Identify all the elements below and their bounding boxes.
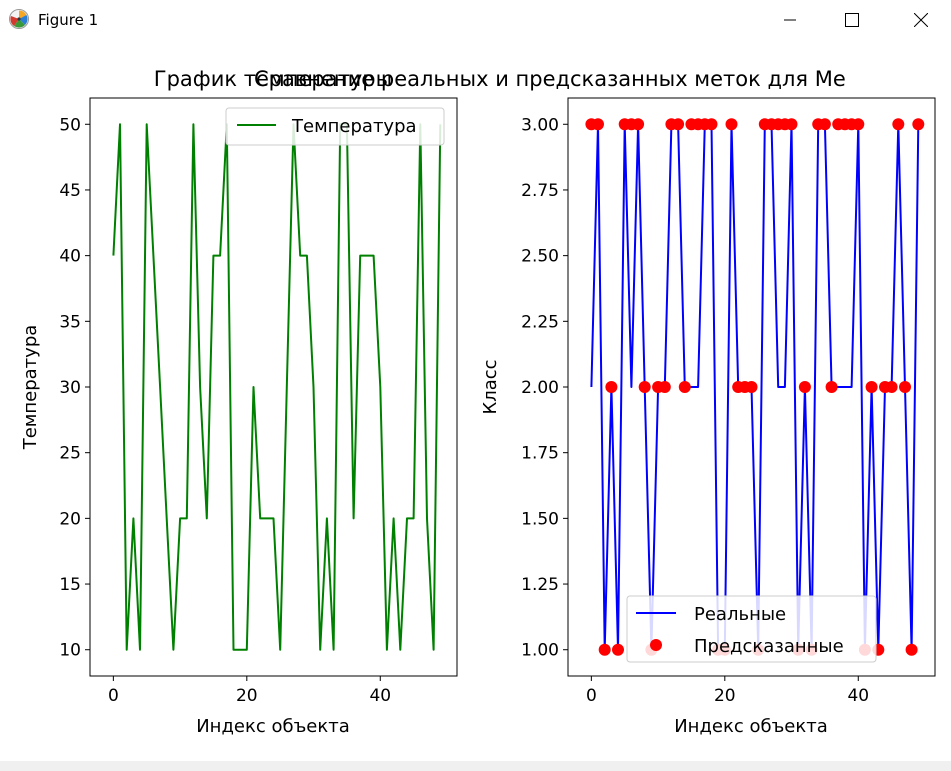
- predicted-point: [798, 381, 811, 393]
- real-labels-line: [590, 123, 920, 651]
- minimize-icon: [784, 19, 796, 21]
- minimize-button[interactable]: [767, 0, 813, 40]
- predicted-point: [598, 643, 611, 656]
- y-tick-label: 2.00: [521, 378, 559, 398]
- class-x-ticks: 0 20 40: [586, 676, 869, 706]
- predicted-point: [892, 118, 905, 131]
- temperature-plot-title: График температуры: [154, 67, 392, 91]
- predicted-point: [632, 118, 645, 131]
- predicted-labels-points: [585, 118, 925, 656]
- x-tick-label: 40: [369, 686, 391, 706]
- predicted-point: [745, 381, 758, 393]
- y-tick-label: 35: [59, 312, 81, 332]
- class-legend-box: [626, 595, 877, 663]
- window-title: Figure 1: [38, 11, 99, 29]
- predicted-point: [905, 643, 918, 656]
- close-button[interactable]: [898, 0, 944, 40]
- class-plot-title: Сравнение реальных и предсказанных меток…: [254, 67, 846, 91]
- predicted-point: [825, 381, 838, 393]
- temperature-legend-label: Температура: [291, 116, 417, 137]
- close-icon: [914, 13, 928, 27]
- x-tick-label: 0: [586, 686, 597, 706]
- predicted-point: [678, 381, 691, 393]
- temperature-y-ticks: 10 15 20 25 30 35 40 45 50: [59, 115, 90, 661]
- class-x-axis-label: Индекс объекта: [674, 716, 828, 737]
- class-y-axis-label: Класс: [480, 359, 501, 414]
- y-tick-label: 40: [59, 247, 81, 267]
- x-tick-label: 40: [847, 686, 869, 706]
- y-tick-label: 20: [59, 509, 81, 529]
- y-tick-label: 45: [59, 181, 81, 201]
- y-tick-label: 1.00: [521, 641, 559, 661]
- class-legend-predicted-label: Предсказанные: [694, 636, 844, 657]
- temperature-x-ticks: 0 20 40: [108, 676, 391, 706]
- class-comparison-plot: 1.00 1.25 1.50 1.75 2.00 2.25 2.50 2.75 3.00 0 20…: [480, 97, 936, 737]
- x-tick-label: 20: [236, 686, 258, 706]
- y-tick-label: 1.75: [521, 444, 559, 464]
- predicted-point: [612, 643, 624, 656]
- predicted-point: [638, 381, 651, 393]
- maximize-icon: [845, 13, 859, 27]
- predicted-point: [592, 118, 604, 131]
- class-legend-point-swatch: [650, 639, 662, 651]
- predicted-point: [899, 381, 911, 393]
- predicted-point: [672, 118, 685, 131]
- y-tick-label: 1.50: [521, 509, 559, 529]
- class-legend-real-label: Реальные: [694, 604, 786, 625]
- class-y-ticks: 1.00 1.25 1.50 1.75 2.00 2.25 2.50 2.75 3.00: [521, 115, 568, 661]
- temperature-legend: Температура: [225, 107, 445, 146]
- class-legend: Реальные Предсказанные: [626, 595, 877, 663]
- temperature-line: [112, 123, 442, 651]
- y-tick-label: 30: [59, 378, 81, 398]
- y-tick-label: 2.25: [521, 312, 559, 332]
- predicted-point: [818, 118, 831, 131]
- predicted-point: [705, 118, 718, 131]
- y-tick-label: 50: [59, 115, 81, 135]
- y-tick-label: 25: [59, 444, 81, 464]
- figure-canvas: 10 15 20 25 30 35 40 45 50 0 20 40 Температура Инд…: [20, 67, 936, 737]
- predicted-point: [852, 118, 865, 131]
- y-tick-label: 1.25: [521, 575, 559, 595]
- window-titlebar: Figure 1: [0, 0, 951, 40]
- y-tick-label: 2.75: [521, 181, 559, 201]
- predicted-point: [865, 381, 878, 393]
- temperature-x-axis-label: Индекс объекта: [196, 716, 350, 737]
- matplotlib-logo-icon: [9, 9, 29, 29]
- y-tick-label: 10: [59, 641, 81, 661]
- y-tick-label: 3.00: [521, 115, 559, 135]
- y-tick-label: 15: [59, 575, 81, 595]
- predicted-point: [785, 118, 798, 131]
- temperature-legend-box: [225, 107, 445, 146]
- x-tick-label: 0: [108, 686, 119, 706]
- predicted-point: [912, 118, 925, 131]
- maximize-button[interactable]: [829, 0, 875, 40]
- predicted-point: [725, 118, 738, 131]
- predicted-point: [605, 381, 618, 393]
- predicted-point: [658, 381, 671, 393]
- window-status-bar: [0, 761, 951, 771]
- predicted-point: [885, 381, 898, 393]
- temperature-plot: 10 15 20 25 30 35 40 45 50 0 20 40 Температура Инд…: [20, 97, 458, 737]
- temperature-y-axis-label: Температура: [20, 325, 41, 451]
- y-tick-label: 2.50: [521, 247, 559, 267]
- x-tick-label: 20: [714, 686, 736, 706]
